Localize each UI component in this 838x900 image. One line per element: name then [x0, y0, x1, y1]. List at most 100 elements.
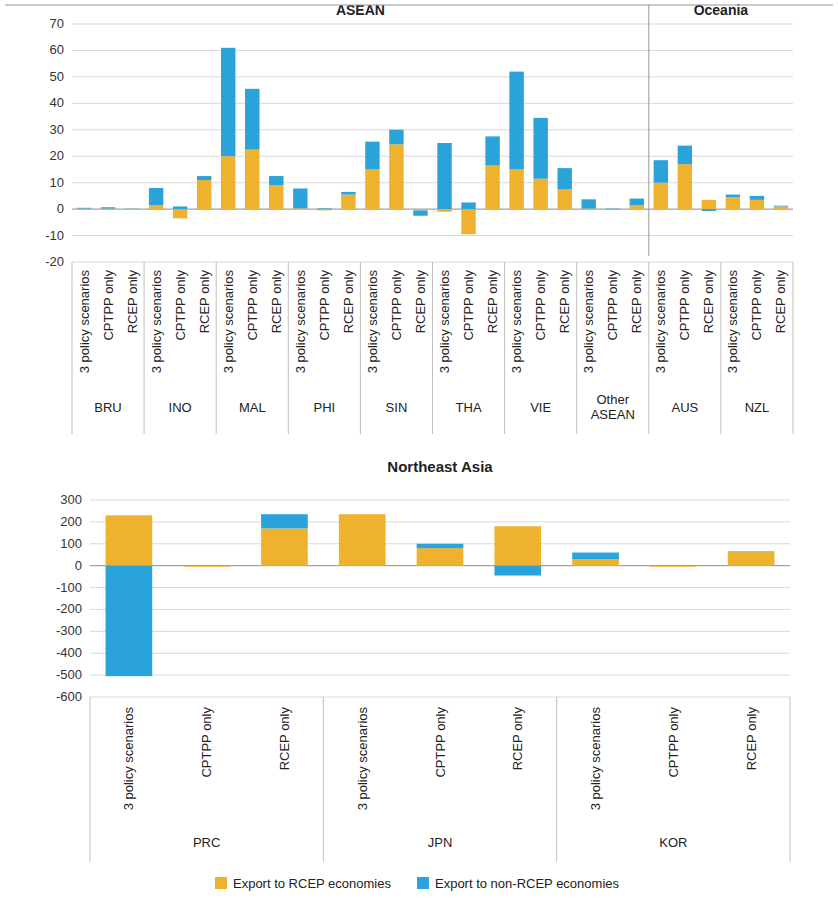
category-label: RCEP only	[773, 270, 788, 334]
category-label: 3 policy scenarios	[77, 270, 92, 374]
bar	[702, 200, 716, 209]
legend-swatch	[417, 877, 429, 889]
bars	[106, 514, 775, 676]
category-label: CPTPP only	[317, 270, 332, 341]
category-label: 3 policy scenarios	[365, 270, 380, 374]
bar	[582, 199, 596, 208]
y-tick-label: 0	[57, 201, 64, 216]
bar	[339, 514, 386, 515]
category-label: 3 policy scenarios	[121, 707, 136, 811]
bar	[678, 164, 692, 209]
category-label: CPTPP only	[101, 270, 116, 341]
bar	[317, 209, 331, 210]
group-separator	[576, 262, 577, 434]
bar	[750, 196, 764, 200]
section-separator	[648, 5, 649, 256]
group-separator	[216, 262, 217, 434]
legend: Export to RCEP economiesExport to non-RC…	[215, 876, 620, 891]
bar	[728, 552, 775, 566]
bar	[77, 207, 91, 209]
grid-line	[90, 609, 790, 610]
category-label: CPTPP only	[245, 270, 260, 341]
y-tick-label: -100	[56, 580, 82, 595]
category-label: RCEP only	[269, 270, 284, 334]
category-label: 3 policy scenarios	[293, 270, 308, 374]
group-separator	[432, 262, 433, 434]
section-label: Oceania	[694, 2, 749, 18]
bar	[606, 208, 620, 210]
bar	[77, 208, 91, 210]
bar	[437, 209, 451, 212]
bar	[149, 188, 163, 205]
grid-line	[72, 129, 793, 130]
group-label: BRU	[94, 400, 121, 415]
group-separator	[790, 697, 791, 862]
bar	[269, 185, 283, 209]
group-separator	[648, 262, 649, 434]
bars	[77, 48, 788, 234]
bar	[269, 176, 283, 185]
category-label: 3 policy scenarios	[221, 270, 236, 374]
grid-line	[90, 631, 790, 632]
bar	[317, 208, 331, 210]
group-label: THA	[456, 400, 482, 415]
bar	[413, 209, 427, 210]
grid-line	[90, 653, 790, 654]
y-tick-label: -500	[56, 667, 82, 682]
category-label: RCEP only	[510, 707, 525, 771]
bar	[461, 209, 475, 234]
bar	[557, 189, 571, 209]
category-label: CPTPP only	[389, 270, 404, 341]
y-tick-label: -10	[45, 228, 64, 243]
group-label: AUS	[671, 400, 698, 415]
group-label: VIE	[530, 400, 551, 415]
y-tick-label: -600	[56, 689, 82, 704]
bar	[650, 565, 697, 566]
bar	[413, 210, 427, 215]
bar	[728, 551, 775, 553]
group-label: OtherASEAN	[591, 392, 635, 422]
grid-line	[90, 675, 790, 676]
category-label: 3 policy scenarios	[437, 270, 452, 374]
group-separator	[144, 262, 145, 434]
y-tick-label: 30	[50, 122, 64, 137]
category-label: CPTPP only	[433, 707, 448, 778]
grid-line	[72, 235, 793, 236]
y-tick-label: 60	[50, 42, 64, 57]
bar	[221, 48, 235, 156]
bar	[702, 209, 716, 211]
bar	[654, 183, 668, 209]
bar	[149, 205, 163, 209]
section-label: ASEAN	[336, 2, 385, 18]
bar	[557, 168, 571, 189]
category-label: RCEP only	[557, 270, 572, 334]
chart-title: Northeast Asia	[387, 458, 493, 475]
y-tick-label: -200	[56, 601, 82, 616]
bar	[726, 195, 740, 198]
category-label: RCEP only	[277, 707, 292, 771]
y-tick-label: -400	[56, 645, 82, 660]
grid-line	[90, 500, 790, 501]
category-label: CPTPP only	[461, 270, 476, 341]
bar	[341, 192, 355, 195]
category-label: RCEP only	[197, 270, 212, 334]
group-label: KOR	[659, 835, 687, 850]
bar	[654, 160, 668, 182]
category-label: 3 policy scenarios	[588, 707, 603, 811]
category-label: CPTPP only	[605, 270, 620, 341]
group-separator	[793, 262, 794, 434]
bar	[245, 150, 259, 210]
y-tick-label: -20	[45, 254, 64, 269]
group-separator	[323, 697, 324, 862]
bar	[630, 199, 644, 206]
grid-line	[90, 587, 790, 588]
bar	[339, 514, 386, 565]
bar	[261, 514, 308, 528]
group-separator	[556, 697, 557, 862]
bar	[572, 559, 619, 566]
bar	[509, 169, 523, 209]
grid-line	[72, 24, 793, 25]
chart: -20-100102030405060703 policy scenariosC…	[5, 2, 833, 434]
category-label: 3 policy scenarios	[653, 270, 668, 374]
category-label: 3 policy scenarios	[149, 270, 164, 374]
